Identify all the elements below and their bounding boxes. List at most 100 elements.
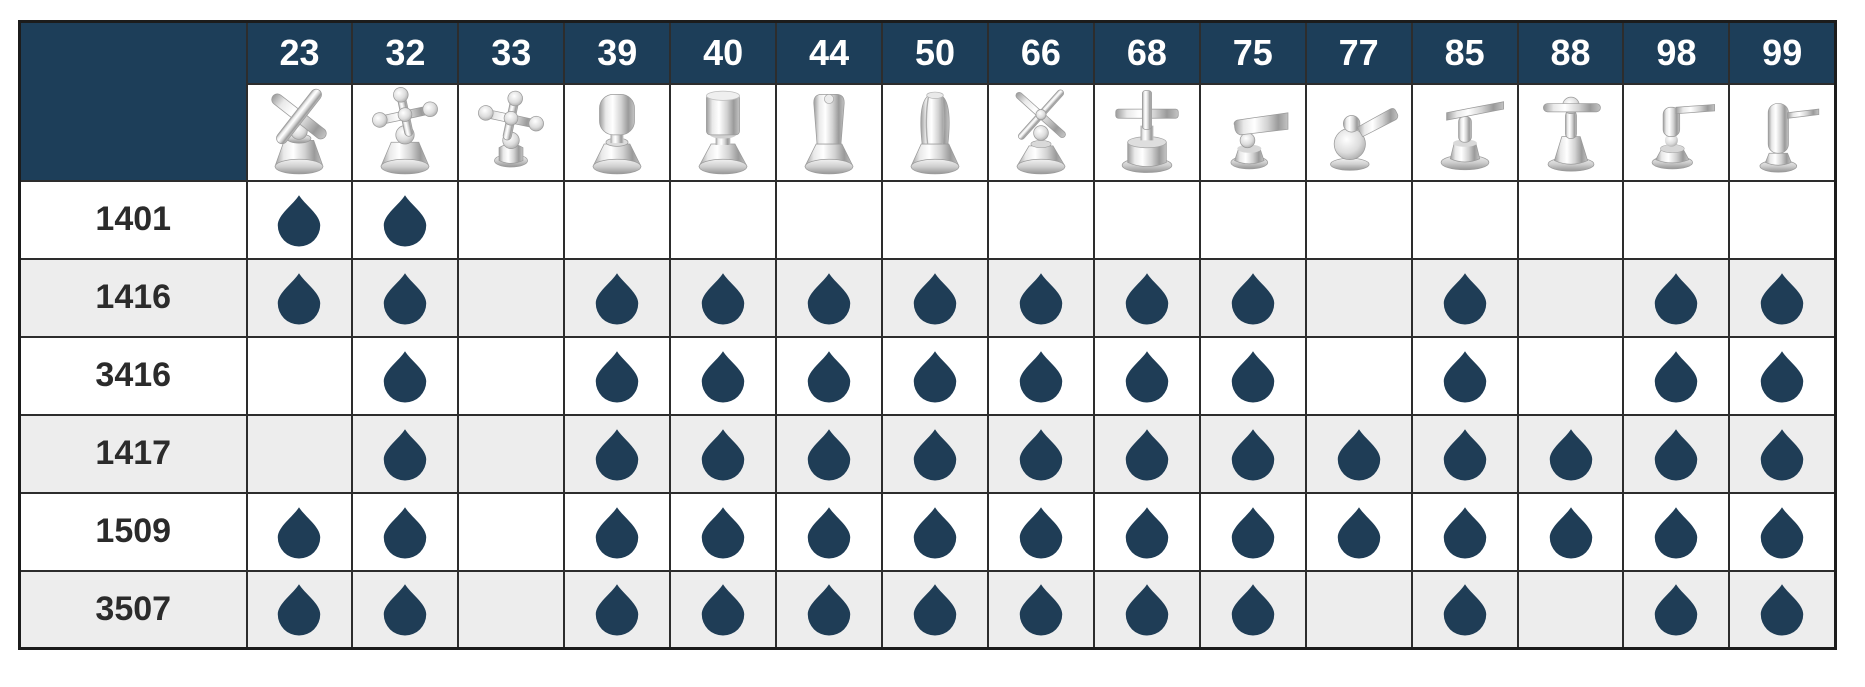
cell-1401-40 — [669, 179, 778, 260]
cell-1509-99 — [1728, 491, 1837, 572]
water-drop-icon — [384, 584, 427, 636]
water-drop-icon — [1655, 506, 1698, 559]
row-label-3416: 3416 — [18, 335, 248, 416]
cell-3416-33 — [457, 335, 566, 416]
cell-3507-39 — [563, 569, 672, 650]
cell-1401-50 — [881, 179, 989, 260]
water-drop-icon — [913, 272, 957, 325]
water-drop-icon — [1019, 584, 1063, 636]
water-drop-icon — [1019, 350, 1063, 403]
cell-3416-75 — [1198, 335, 1307, 416]
cell-1417-44 — [775, 413, 884, 494]
water-drop-icon — [1337, 506, 1380, 559]
water-drop-icon — [595, 584, 639, 636]
cell-1509-85 — [1410, 491, 1519, 572]
cell-1509-32 — [351, 491, 460, 572]
water-drop-icon — [1019, 506, 1063, 559]
cell-3416-99 — [1728, 335, 1837, 416]
handle-cell-75 — [1198, 82, 1307, 182]
cell-1417-85 — [1410, 413, 1519, 494]
water-drop-icon — [807, 272, 851, 325]
cell-3507-75 — [1198, 569, 1307, 650]
water-drop-icon — [1231, 428, 1274, 481]
water-drop-icon — [595, 506, 639, 559]
cell-3416-32 — [351, 335, 460, 416]
cell-3507-66 — [986, 569, 1095, 650]
handle-85-icon — [1440, 101, 1504, 171]
water-drop-icon — [1760, 350, 1804, 403]
cell-3416-50 — [881, 335, 989, 416]
water-drop-icon — [1760, 506, 1804, 559]
cell-1401-99 — [1728, 179, 1837, 260]
handle-40-icon — [698, 90, 748, 175]
cell-1509-23 — [245, 491, 354, 572]
cell-1416-32 — [351, 257, 460, 338]
handle-88-icon — [1542, 96, 1601, 172]
table-row-1509: 1509 — [18, 491, 1837, 572]
water-drop-icon — [595, 350, 639, 403]
cell-3416-98 — [1622, 335, 1731, 416]
water-drop-icon — [1549, 506, 1592, 559]
handle-99-icon — [1759, 103, 1820, 173]
cell-1401-98 — [1622, 179, 1731, 260]
cell-3507-23 — [245, 569, 354, 650]
cell-1417-99 — [1728, 413, 1837, 494]
cell-1401-66 — [986, 179, 1095, 260]
water-drop-icon — [913, 350, 957, 403]
handle-66-icon — [1015, 89, 1066, 175]
column-header-85: 85 — [1410, 20, 1519, 85]
cell-1416-77 — [1304, 257, 1413, 338]
cell-1509-68 — [1092, 491, 1201, 572]
water-drop-icon — [807, 350, 851, 403]
cell-1417-32 — [351, 413, 460, 494]
cell-1401-44 — [775, 179, 884, 260]
water-drop-icon — [1231, 584, 1274, 636]
column-header-23: 23 — [245, 20, 354, 85]
cell-1416-85 — [1410, 257, 1519, 338]
cell-1416-98 — [1622, 257, 1731, 338]
water-drop-icon — [384, 506, 427, 559]
water-drop-icon — [278, 506, 321, 559]
handle-cell-23 — [245, 82, 354, 182]
table-row-3507: 3507 — [18, 569, 1837, 650]
cell-1401-85 — [1410, 179, 1519, 260]
cell-1416-68 — [1092, 257, 1201, 338]
column-header-40: 40 — [669, 20, 778, 85]
column-header-39: 39 — [563, 20, 672, 85]
cell-1416-99 — [1728, 257, 1837, 338]
water-drop-icon — [1125, 584, 1169, 636]
water-drop-icon — [278, 584, 321, 636]
handle-77-icon — [1329, 108, 1398, 171]
handle-50-icon — [910, 91, 960, 175]
handle-cell-39 — [563, 82, 672, 182]
water-drop-icon — [1125, 506, 1169, 559]
water-drop-icon — [913, 506, 957, 559]
handle-44-icon — [804, 93, 854, 175]
cell-1417-98 — [1622, 413, 1731, 494]
water-drop-icon — [807, 584, 851, 636]
water-drop-icon — [595, 428, 639, 481]
water-drop-icon — [1443, 584, 1486, 636]
cell-1401-88 — [1516, 179, 1625, 260]
water-drop-icon — [278, 272, 321, 325]
column-header-32: 32 — [351, 20, 460, 85]
handle-cell-44 — [775, 82, 884, 182]
cell-1417-66 — [986, 413, 1095, 494]
water-drop-icon — [1760, 428, 1804, 481]
cell-1416-75 — [1198, 257, 1307, 338]
cell-1401-68 — [1092, 179, 1201, 260]
column-header-99: 99 — [1728, 20, 1837, 85]
handle-cell-50 — [881, 82, 989, 182]
water-drop-icon — [1443, 506, 1486, 559]
table-row-1416: 1416 — [18, 257, 1837, 338]
handle-32-icon — [372, 87, 439, 175]
water-drop-icon — [1443, 272, 1486, 325]
handle-cell-66 — [986, 82, 1095, 182]
cell-3507-68 — [1092, 569, 1201, 650]
water-drop-icon — [1125, 428, 1169, 481]
water-drop-icon — [1019, 428, 1063, 481]
cell-3507-50 — [881, 569, 989, 650]
handle-cell-85 — [1410, 82, 1519, 182]
handle-23-icon — [271, 88, 328, 175]
